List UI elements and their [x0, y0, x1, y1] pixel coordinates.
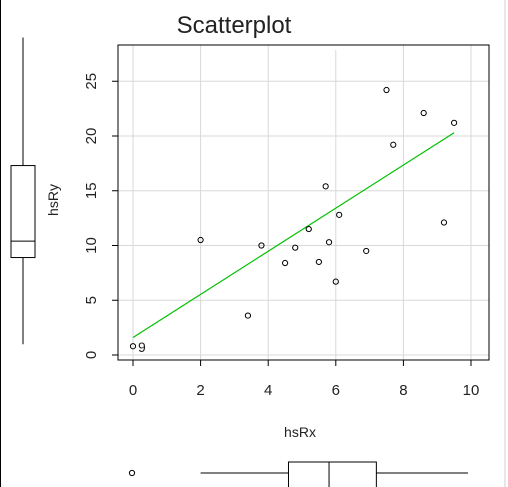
y-tick-label: 0 — [83, 351, 100, 359]
x-tick-label: 8 — [399, 382, 407, 399]
point-label: 9 — [138, 339, 146, 355]
chart-title: Scatterplot — [177, 12, 292, 39]
x-box-outlier — [128, 469, 136, 477]
x-axis-ticks: 0 2 4 6 8 10 — [129, 360, 480, 399]
data-point — [325, 239, 333, 246]
data-point — [420, 109, 427, 117]
data-point — [383, 86, 390, 94]
x-boxplot — [128, 461, 468, 487]
data-point — [363, 247, 370, 255]
regression-line-group — [132, 132, 455, 338]
data-point — [336, 211, 343, 218]
data-point — [322, 183, 329, 190]
plot-area-frame — [117, 44, 490, 361]
data-point — [292, 244, 299, 251]
data-point — [244, 312, 252, 319]
data-points — [129, 86, 458, 350]
y-tick-label: 20 — [83, 128, 100, 145]
title-gap-mask — [300, 38, 370, 50]
grid-lines — [118, 38, 489, 360]
data-point — [390, 141, 397, 148]
x-tick-label: 6 — [332, 382, 340, 399]
data-point — [315, 258, 322, 266]
x-tick-label: 4 — [264, 382, 272, 399]
data-point — [305, 225, 312, 233]
y-tick-label: 15 — [83, 182, 100, 199]
y-axis-label: hsRy — [45, 184, 61, 216]
y-box-body — [10, 165, 36, 259]
x-box-body — [287, 461, 377, 487]
data-point — [451, 119, 458, 126]
x-axis-label: hsRx — [284, 424, 316, 440]
y-tick-label: 10 — [83, 237, 100, 254]
x-tick-label: 10 — [463, 382, 480, 399]
y-axis-ticks: 0 5 10 15 20 25 — [83, 73, 118, 359]
y-tick-label: 5 — [83, 296, 100, 304]
x-tick-label: 2 — [196, 382, 204, 399]
y-boxplot — [10, 37, 36, 345]
data-point — [332, 278, 339, 285]
data-point — [258, 242, 265, 249]
data-point — [197, 236, 204, 244]
data-point — [282, 259, 289, 267]
x-tick-label: 0 — [129, 382, 137, 399]
data-point — [440, 219, 448, 226]
data-point — [129, 343, 137, 350]
regression-line — [132, 132, 455, 338]
y-tick-label: 25 — [83, 73, 100, 90]
